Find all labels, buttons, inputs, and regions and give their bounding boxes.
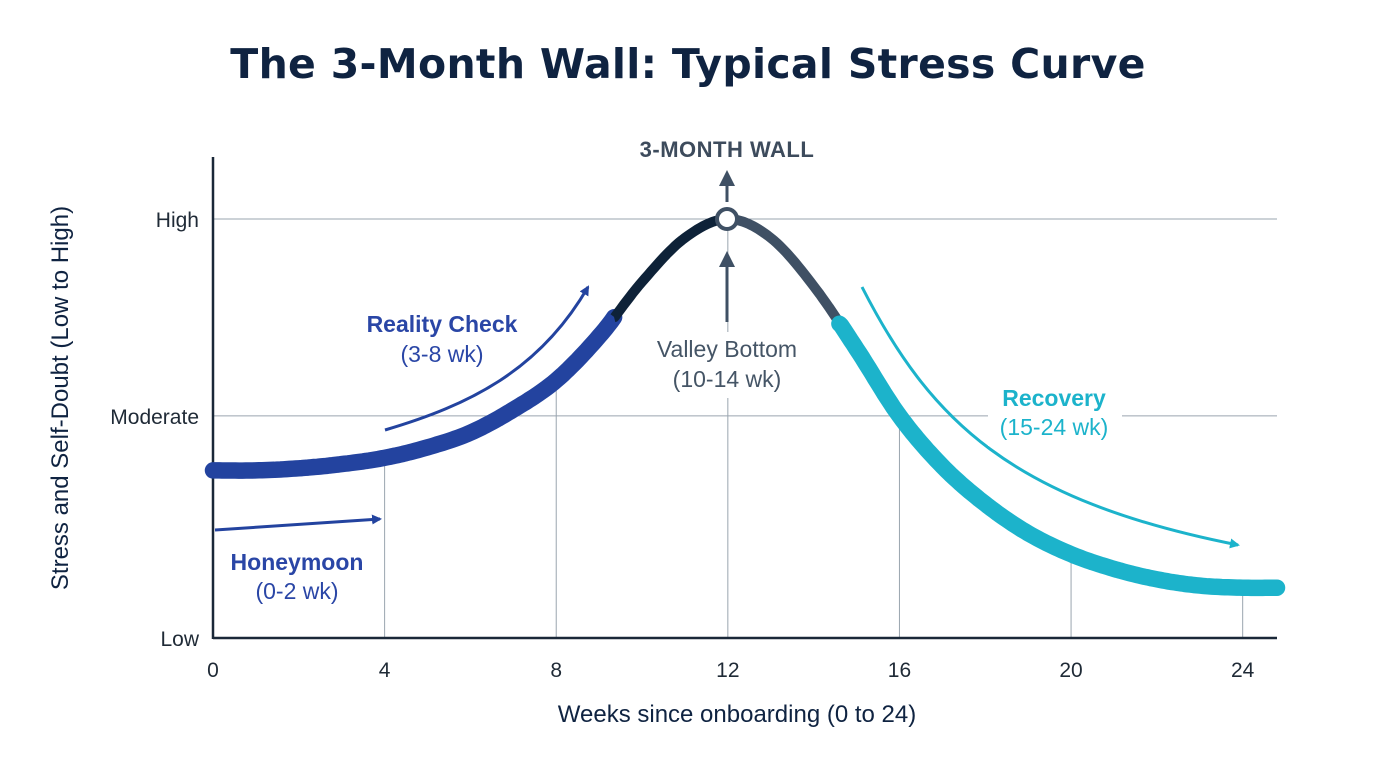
peak-marker (715, 207, 739, 231)
recovery-range: (15-24 wk) (1000, 414, 1109, 440)
recovery-arrow (860, 286, 1240, 549)
x-tick-label: 4 (379, 659, 391, 682)
wall-label: 3-MONTH WALL (640, 137, 815, 162)
reality-check-name: Reality Check (367, 311, 518, 337)
vertical-guide-lines (384, 219, 1244, 638)
reality-check-arrow (384, 285, 590, 432)
curve-segment-rise (204, 309, 623, 479)
reality-check-range: (3-8 wk) (400, 341, 483, 367)
honeymoon-name: Honeymoon (231, 549, 364, 575)
recovery-label-bg (988, 384, 1122, 446)
stress-curve (204, 214, 1286, 597)
recovery-name: Recovery (1002, 385, 1106, 411)
y-tick-label: High (156, 209, 199, 232)
valley-bottom-name: Valley Bottom (657, 336, 797, 362)
x-tick-label: 0 (207, 659, 219, 682)
x-tick-label: 16 (888, 659, 911, 682)
honeymoon-range: (0-2 wk) (255, 578, 338, 604)
valley-bottom-range: (10-14 wk) (673, 366, 782, 392)
y-axis-label: Stress and Self-Doubt (Low to High) (47, 206, 74, 590)
honeymoon-arrow (214, 514, 382, 532)
x-axis-label: Weeks since onboarding (0 to 24) (558, 701, 916, 728)
curve-segment-recovery (831, 315, 1286, 597)
y-tick-label: Moderate (110, 406, 199, 429)
chart-title: The 3-Month Wall: Typical Stress Curve (230, 40, 1146, 88)
curve-segment-peak-fall (725, 214, 845, 326)
x-tick-label: 24 (1231, 659, 1255, 682)
x-tick-labels: 0 4 8 12 16 20 24 (207, 659, 1255, 682)
x-tick-label: 12 (716, 659, 739, 682)
x-tick-label: 8 (550, 659, 562, 682)
y-tick-labels: Low Moderate High (110, 209, 200, 651)
curve-segment-peak-rise (609, 214, 730, 323)
valley-label-bg (640, 332, 816, 398)
y-tick-label: Low (160, 628, 199, 651)
x-tick-label: 20 (1059, 659, 1082, 682)
